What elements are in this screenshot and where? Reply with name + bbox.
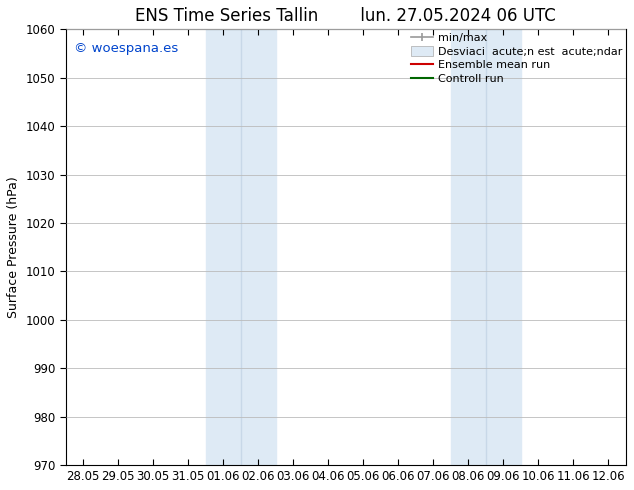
Y-axis label: Surface Pressure (hPa): Surface Pressure (hPa) (7, 176, 20, 318)
Bar (241, 29, 276, 465)
Bar (451, 29, 486, 465)
Bar (205, 29, 241, 465)
Text: © woespana.es: © woespana.es (74, 42, 178, 55)
Title: ENS Time Series Tallin        lun. 27.05.2024 06 UTC: ENS Time Series Tallin lun. 27.05.2024 0… (135, 7, 556, 25)
Legend: min/max, Desviaci  acute;n est  acute;ndar, Ensemble mean run, Controll run: min/max, Desviaci acute;n est acute;ndar… (411, 33, 622, 84)
Bar (486, 29, 521, 465)
